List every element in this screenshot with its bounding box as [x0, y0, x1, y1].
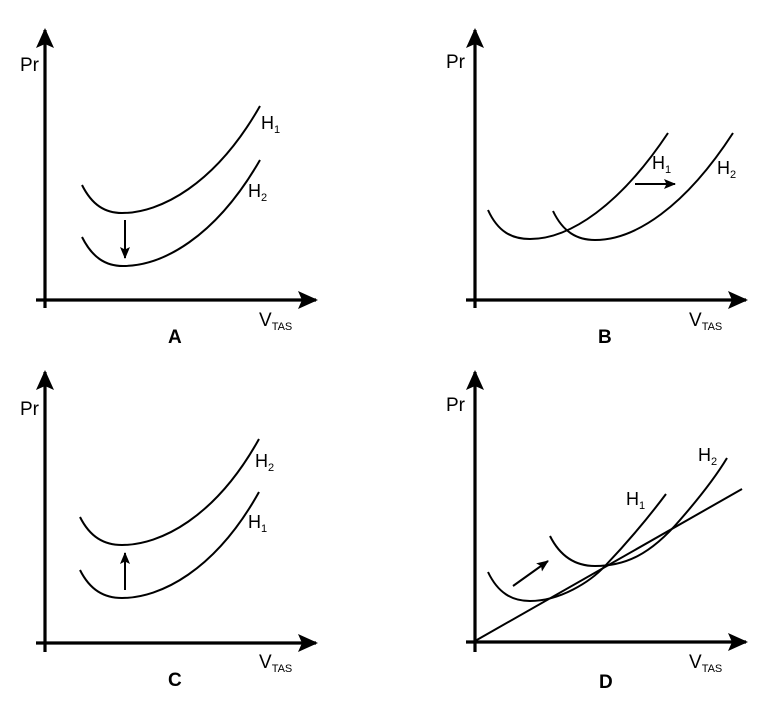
curve-h2: [552, 132, 734, 242]
curve-h1: [487, 132, 669, 241]
panel-b: Pr VTAS B H1 H2: [446, 28, 748, 348]
panel-letter: D: [599, 672, 613, 693]
panel-letter: B: [598, 327, 612, 348]
panel-letter: A: [168, 327, 182, 348]
curve-h1: [79, 491, 260, 600]
panel-letter: C: [168, 670, 182, 691]
curve-h2: [549, 457, 728, 568]
curve-label-h1: H1: [261, 113, 280, 136]
curve-h2: [79, 438, 260, 547]
x-axis-label: VTAS: [689, 652, 722, 675]
curve-label-h2: H2: [717, 158, 736, 181]
panel-c: Pr VTAS C H2 H1: [20, 370, 318, 691]
y-axis-label: Pr: [446, 395, 466, 416]
shift-arrow-diagonal: [512, 560, 549, 587]
panel-a: Pr VTAS A H1 H2: [20, 28, 318, 348]
y-axis-label: Pr: [20, 399, 40, 420]
curve-h2: [81, 159, 261, 268]
y-axis-label: Pr: [446, 52, 466, 73]
curve-h1: [81, 105, 261, 215]
curve-label-h1: H1: [626, 489, 645, 512]
curve-label-h2: H2: [698, 445, 717, 468]
x-axis-label: VTAS: [259, 652, 292, 675]
curve-label-h1: H1: [248, 512, 267, 535]
x-axis-label: VTAS: [689, 310, 722, 333]
curve-label-h2: H2: [248, 181, 267, 204]
curve-h1: [487, 493, 667, 603]
curve-label-h2: H2: [255, 451, 274, 474]
panel-d: Pr VTAS D H1 H2: [446, 370, 748, 693]
x-axis-label: VTAS: [259, 310, 292, 333]
y-axis-label: Pr: [20, 55, 40, 76]
curve-label-h1: H1: [652, 153, 671, 176]
